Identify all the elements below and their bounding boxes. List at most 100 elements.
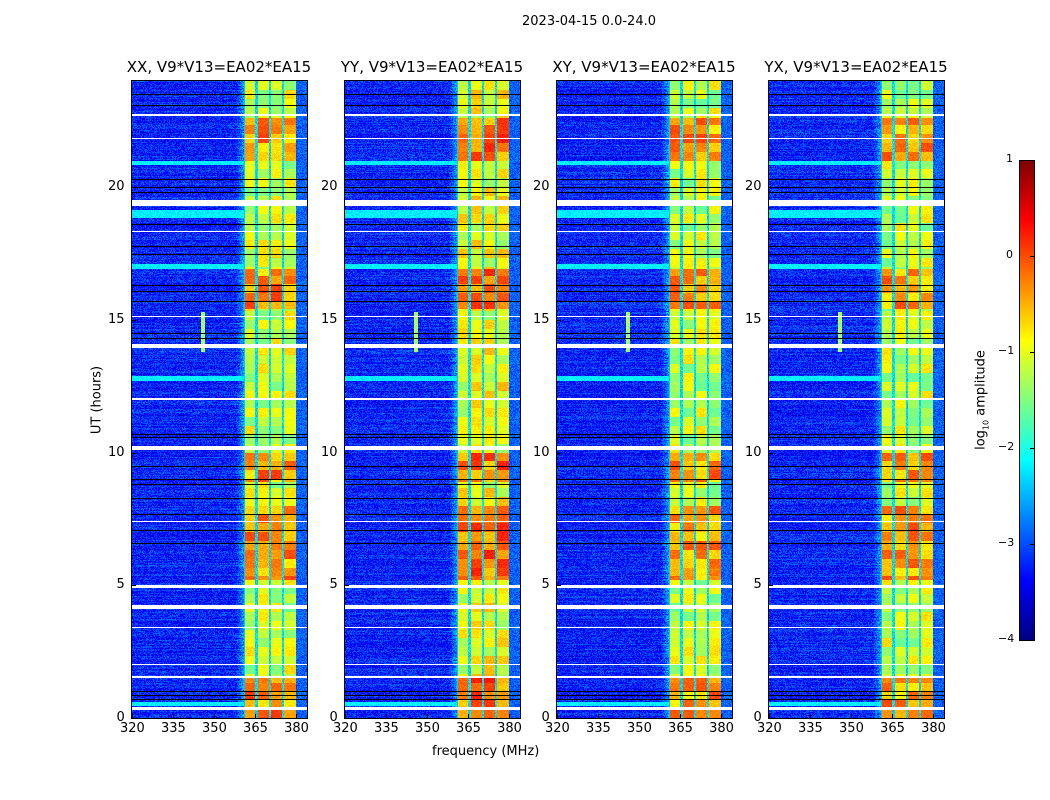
y-tick-label: 5: [329, 577, 338, 593]
panel-title: YY, V9*V13=EA02*EA15: [340, 58, 524, 76]
y-tick: [557, 452, 561, 454]
x-tick: [214, 714, 216, 718]
y-tick-label: 15: [533, 311, 550, 327]
y-tick-label: 10: [533, 444, 550, 460]
y-tick: [132, 718, 136, 719]
heatmap-canvas: [345, 81, 520, 718]
colorbar-tick: [1030, 160, 1034, 161]
y-tick-label: 10: [108, 444, 125, 460]
y-tick: [132, 319, 136, 321]
x-tick-label: 320: [333, 721, 358, 736]
y-tick-label: 0: [753, 710, 762, 725]
colorbar-tick-label: −2: [998, 440, 1015, 453]
y-tick: [345, 319, 349, 321]
y-tick: [345, 452, 349, 454]
x-tick: [892, 714, 894, 718]
heatmap-canvas: [769, 81, 944, 718]
y-tick-label: 5: [753, 577, 762, 593]
colorbar-tick-label: −4: [998, 632, 1015, 645]
colorbar-tick: [1030, 448, 1034, 449]
x-tick-label: 350: [415, 721, 440, 736]
x-tick-label: 350: [839, 721, 864, 736]
y-tick-label: 10: [321, 444, 338, 460]
x-tick-label: 320: [545, 721, 570, 736]
x-tick: [933, 714, 935, 718]
x-tick: [598, 714, 600, 718]
colorbar-label-suffix: amplitude: [973, 350, 989, 420]
x-tick: [680, 714, 682, 718]
colorbar-label-sub: 10: [981, 419, 991, 431]
x-tick-label: 320: [757, 721, 782, 736]
colorbar-tick: [1030, 352, 1034, 353]
y-tick: [132, 452, 136, 454]
x-tick: [173, 714, 175, 718]
x-tick: [721, 714, 723, 718]
colorbar-tick: [1030, 640, 1034, 641]
x-tick-label: 365: [668, 721, 693, 736]
colorbar-tick-label: 1: [1006, 152, 1013, 165]
colorbar-label: log10 amplitude: [974, 350, 991, 450]
x-tick: [769, 714, 770, 718]
x-tick: [345, 714, 346, 718]
x-tick: [468, 714, 470, 718]
x-tick-label: 365: [456, 721, 481, 736]
figure-title: 2023-04-15 0.0-24.0: [522, 14, 656, 29]
y-tick: [557, 319, 561, 321]
colorbar: [1019, 160, 1035, 641]
panel-title: YX, V9*V13=EA02*EA15: [764, 58, 948, 76]
colorbar-tick: [1030, 256, 1034, 257]
y-tick-label: 20: [745, 179, 762, 195]
x-tick-label: 335: [161, 721, 186, 736]
panel-title: XY, V9*V13=EA02*EA15: [552, 58, 736, 76]
y-tick: [557, 718, 561, 719]
y-tick-label: 15: [321, 311, 338, 327]
x-tick: [639, 714, 641, 718]
x-tick: [386, 714, 388, 718]
x-tick: [509, 714, 511, 718]
heatmap-panel: [768, 80, 945, 719]
heatmap-canvas: [132, 81, 307, 718]
x-tick-label: 335: [798, 721, 823, 736]
x-tick-label: 350: [202, 721, 227, 736]
panel-title: XX, V9*V13=EA02*EA15: [126, 58, 312, 76]
y-tick-label: 5: [541, 577, 550, 593]
y-tick: [769, 452, 773, 454]
x-tick: [255, 714, 257, 718]
y-tick-label: 10: [745, 444, 762, 460]
heatmap-canvas: [557, 81, 732, 718]
heatmap-panel: [556, 80, 733, 719]
x-tick-label: 380: [284, 721, 309, 736]
x-tick-label: 335: [374, 721, 399, 736]
y-tick: [769, 319, 773, 321]
y-tick-label: 15: [745, 311, 762, 327]
y-tick: [345, 718, 349, 719]
colorbar-tick-label: 0: [1006, 248, 1013, 261]
colorbar-label-prefix: log: [973, 430, 989, 450]
y-tick-label: 0: [541, 710, 550, 725]
y-axis-label: UT (hours): [89, 365, 105, 435]
colorbar-tick-label: −3: [998, 536, 1015, 549]
x-tick: [557, 714, 558, 718]
x-tick: [810, 714, 812, 718]
colorbar-tick: [1030, 544, 1034, 545]
x-tick: [851, 714, 853, 718]
x-tick-label: 380: [921, 721, 946, 736]
x-tick: [427, 714, 429, 718]
x-tick-label: 380: [497, 721, 522, 736]
y-tick: [769, 718, 773, 719]
x-tick: [132, 714, 133, 718]
x-tick: [296, 714, 298, 718]
y-tick-label: 20: [321, 179, 338, 195]
y-tick: [345, 585, 349, 587]
x-tick-label: 365: [880, 721, 905, 736]
y-tick-label: 0: [116, 710, 125, 725]
colorbar-tick-label: −1: [998, 344, 1015, 357]
x-axis-label: frequency (MHz): [432, 744, 540, 759]
y-tick: [769, 585, 773, 587]
x-tick-label: 350: [627, 721, 652, 736]
x-tick-label: 365: [243, 721, 268, 736]
y-tick: [345, 187, 349, 189]
x-tick-label: 335: [586, 721, 611, 736]
y-tick: [132, 187, 136, 189]
